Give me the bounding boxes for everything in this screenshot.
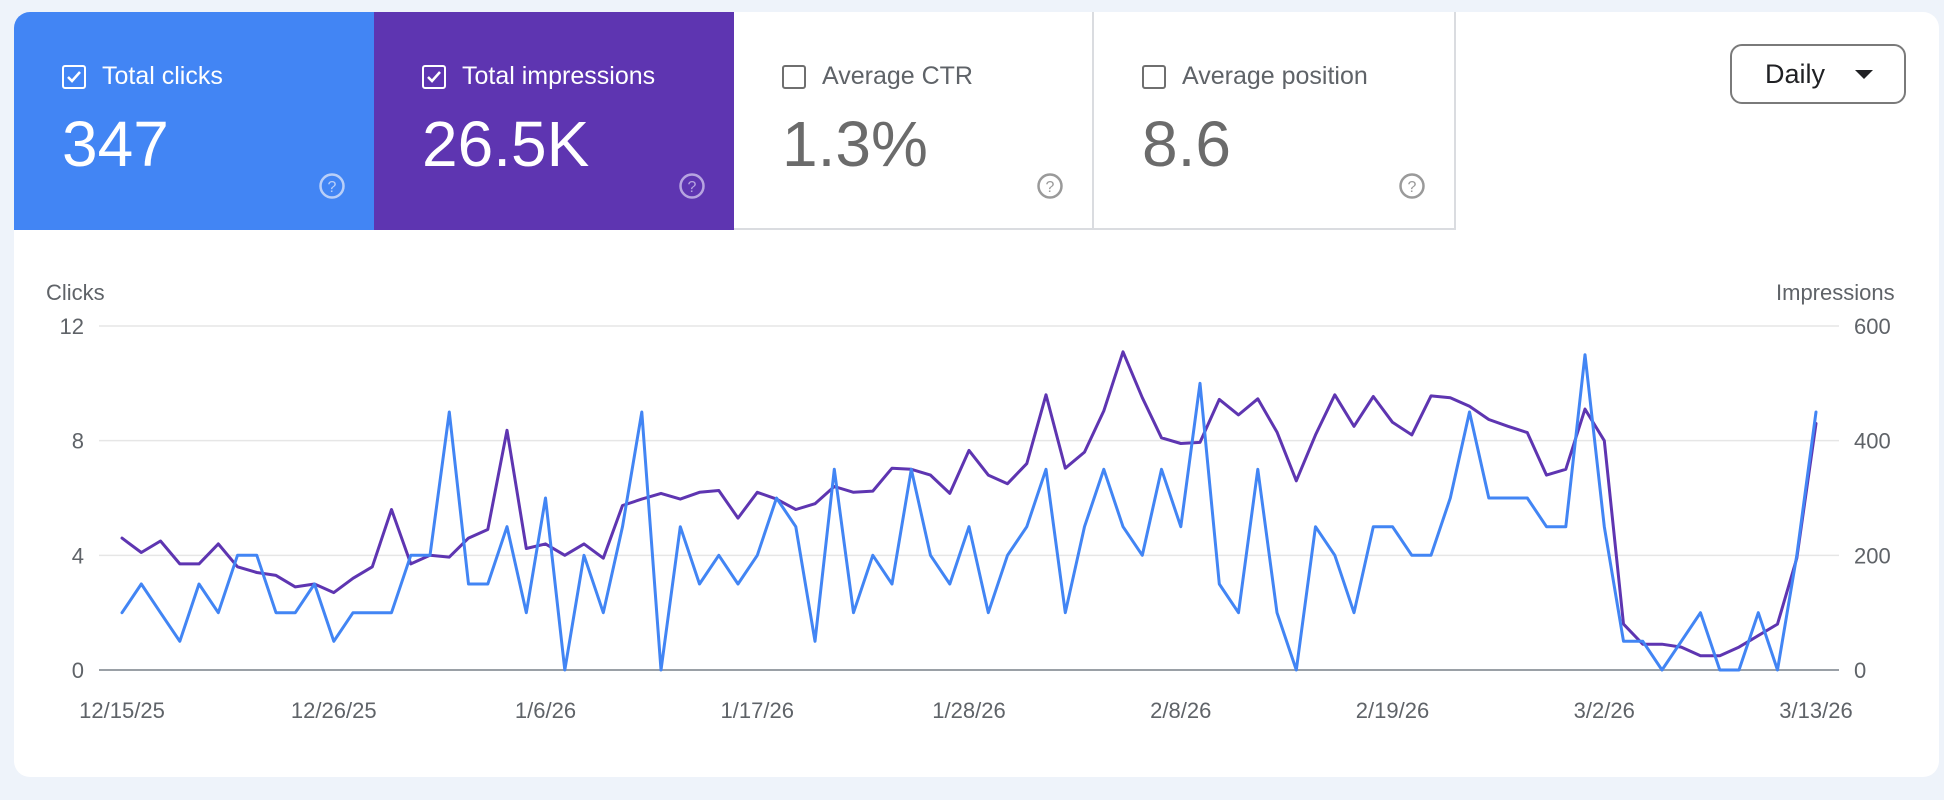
metric-label-row: Average CTR xyxy=(782,62,973,91)
help-icon[interactable]: ? xyxy=(318,172,346,200)
left-tick-label: 12 xyxy=(60,314,84,339)
metric-label: Average CTR xyxy=(822,62,973,90)
check-icon[interactable] xyxy=(422,64,446,89)
checkbox-icon[interactable] xyxy=(782,64,806,89)
metric-average-position[interactable]: Average position 8.6 ? xyxy=(1094,12,1456,230)
x-tick-label: 12/15/25 xyxy=(79,698,165,723)
x-tick-label: 2/8/26 xyxy=(1150,698,1211,723)
checkbox-icon[interactable] xyxy=(1142,64,1166,89)
performance-chart[interactable]: 0 4 8 12 0 200 400 600 12/15/25 12/26/25 1/6/26 1/1… xyxy=(14,12,1939,777)
svg-text:?: ? xyxy=(688,179,697,196)
period-dropdown-value: Daily xyxy=(1765,58,1826,89)
metric-value: 26.5K xyxy=(422,108,590,180)
metric-label-row: Total impressions xyxy=(422,62,655,91)
x-tick-label: 3/2/26 xyxy=(1574,698,1635,723)
metric-label: Average position xyxy=(1182,62,1368,90)
metric-average-ctr[interactable]: Average CTR 1.3% ? xyxy=(734,12,1094,230)
right-tick-label: 400 xyxy=(1854,429,1891,454)
svg-text:?: ? xyxy=(1046,179,1055,196)
x-tick-label: 12/26/25 xyxy=(291,698,377,723)
metric-label: Total impressions xyxy=(462,62,656,90)
check-icon[interactable] xyxy=(62,64,86,89)
metric-label-row: Average position xyxy=(1142,62,1368,91)
x-tick-label: 1/17/26 xyxy=(721,698,794,723)
x-tick-label: 3/13/26 xyxy=(1779,698,1852,723)
left-tick-label: 0 xyxy=(72,658,84,683)
right-tick-label: 600 xyxy=(1854,314,1891,339)
help-icon[interactable]: ? xyxy=(1398,172,1426,200)
metric-value: 1.3% xyxy=(782,108,928,180)
x-tick-label: 1/28/26 xyxy=(932,698,1005,723)
metric-label-row: Total clicks xyxy=(62,62,223,91)
right-tick-label: 200 xyxy=(1854,543,1891,568)
right-axis-title: Impressions xyxy=(1776,280,1895,305)
help-icon[interactable]: ? xyxy=(1036,172,1064,200)
metric-value: 8.6 xyxy=(1142,108,1231,180)
caret-down-icon xyxy=(1855,69,1874,79)
metric-label: Total clicks xyxy=(102,62,223,90)
series-line-impressions xyxy=(120,350,1818,658)
metric-total-clicks[interactable]: Total clicks 347 ? xyxy=(14,12,374,230)
left-tick-label: 8 xyxy=(72,429,84,454)
help-icon[interactable]: ? xyxy=(678,172,706,200)
x-tick-label: 2/19/26 xyxy=(1356,698,1429,723)
x-tick-label: 1/6/26 xyxy=(515,698,576,723)
svg-text:?: ? xyxy=(1408,179,1417,196)
left-axis-title: Clicks xyxy=(46,280,105,305)
metric-total-impressions[interactable]: Total impressions 26.5K ? xyxy=(374,12,734,230)
performance-card: Total clicks 347 ? Total impressions 26.… xyxy=(14,12,1939,777)
period-dropdown[interactable]: Daily xyxy=(1730,44,1906,104)
svg-text:?: ? xyxy=(328,179,337,196)
series-line-clicks xyxy=(120,353,1818,672)
left-tick-label: 4 xyxy=(72,543,84,568)
right-tick-label: 0 xyxy=(1854,658,1866,683)
metric-value: 347 xyxy=(62,108,169,180)
